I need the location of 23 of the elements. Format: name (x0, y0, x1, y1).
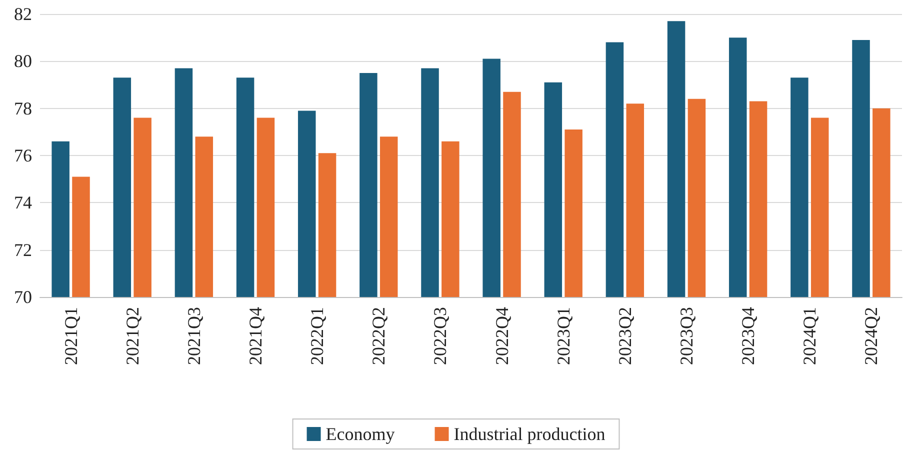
x-tick-label: 2023Q1 (553, 307, 574, 365)
x-tick-label: 2022Q2 (368, 307, 389, 365)
legend-label: Economy (326, 424, 395, 444)
legend-label: Industrial production (454, 424, 606, 444)
x-tick-label: 2021Q2 (122, 307, 142, 365)
y-tick-label: 74 (14, 192, 32, 213)
y-tick-label: 72 (14, 240, 32, 260)
x-tick-label: 2022Q1 (307, 307, 328, 365)
x-tick-label: 2021Q1 (60, 307, 81, 365)
y-tick-label: 78 (14, 98, 32, 118)
x-tick-label: 2022Q4 (492, 307, 512, 365)
y-tick-label: 76 (14, 146, 32, 166)
y-tick-label: 82 (14, 4, 32, 24)
y-tick-label: 80 (14, 51, 32, 72)
y-tick-label: 70 (14, 287, 32, 307)
x-tick-label: 2023Q2 (614, 307, 635, 365)
x-tick-label: 2022Q3 (430, 307, 450, 365)
x-tick-label: 2023Q3 (676, 307, 696, 365)
x-tick-label: 2024Q2 (861, 307, 882, 365)
x-tick-label: 2023Q4 (738, 307, 758, 365)
x-tick-label: 2024Q1 (800, 307, 820, 365)
x-tick-label: 2021Q4 (246, 307, 266, 365)
x-tick-label: 2021Q3 (184, 307, 204, 365)
